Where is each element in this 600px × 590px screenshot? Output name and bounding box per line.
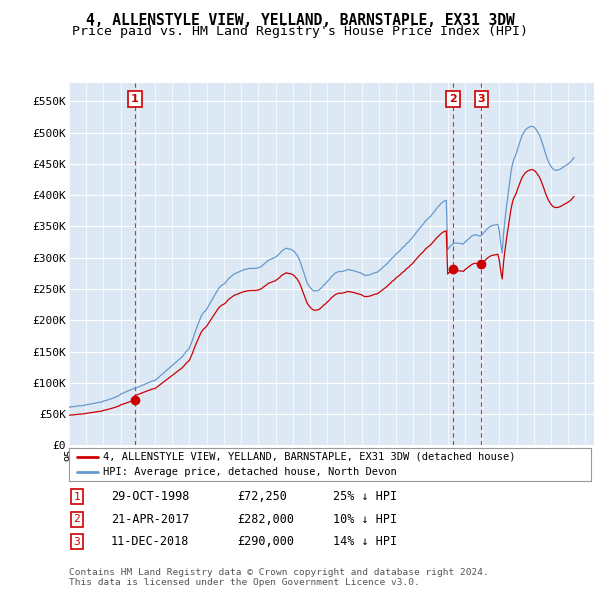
Text: 21-APR-2017: 21-APR-2017 xyxy=(111,513,190,526)
Text: Price paid vs. HM Land Registry's House Price Index (HPI): Price paid vs. HM Land Registry's House … xyxy=(72,25,528,38)
Text: 2: 2 xyxy=(73,514,80,524)
Text: £282,000: £282,000 xyxy=(237,513,294,526)
Text: 3: 3 xyxy=(73,537,80,546)
Text: 3: 3 xyxy=(478,94,485,104)
Text: £72,250: £72,250 xyxy=(237,490,287,503)
Text: 14% ↓ HPI: 14% ↓ HPI xyxy=(333,535,397,548)
Text: 1: 1 xyxy=(131,94,139,104)
Text: 11-DEC-2018: 11-DEC-2018 xyxy=(111,535,190,548)
Text: 4, ALLENSTYLE VIEW, YELLAND, BARNSTAPLE, EX31 3DW: 4, ALLENSTYLE VIEW, YELLAND, BARNSTAPLE,… xyxy=(86,13,514,28)
Text: 29-OCT-1998: 29-OCT-1998 xyxy=(111,490,190,503)
Text: Contains HM Land Registry data © Crown copyright and database right 2024.
This d: Contains HM Land Registry data © Crown c… xyxy=(69,568,489,587)
Text: 2: 2 xyxy=(449,94,457,104)
Text: £290,000: £290,000 xyxy=(237,535,294,548)
Text: 4, ALLENSTYLE VIEW, YELLAND, BARNSTAPLE, EX31 3DW (detached house): 4, ALLENSTYLE VIEW, YELLAND, BARNSTAPLE,… xyxy=(103,452,515,462)
Text: 25% ↓ HPI: 25% ↓ HPI xyxy=(333,490,397,503)
Text: 1: 1 xyxy=(73,492,80,502)
Text: 10% ↓ HPI: 10% ↓ HPI xyxy=(333,513,397,526)
Text: HPI: Average price, detached house, North Devon: HPI: Average price, detached house, Nort… xyxy=(103,467,397,477)
